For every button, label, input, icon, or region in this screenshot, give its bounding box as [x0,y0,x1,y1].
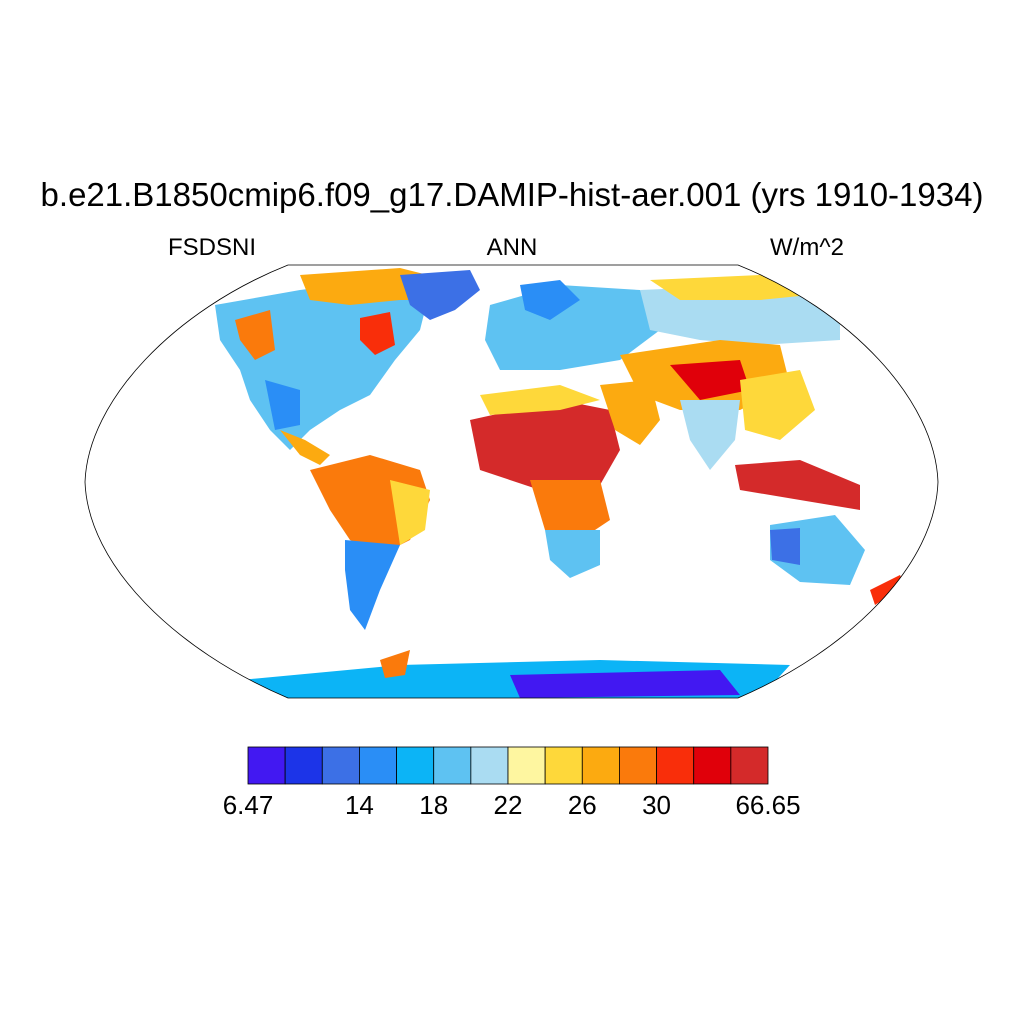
colorbar-swatch [470,746,509,785]
variable-label: FSDSNI [168,234,257,261]
hudson-region [360,312,395,355]
colorbar-swatch [507,746,546,785]
colorbar-tick-label: 66.65 [735,790,801,820]
colorbar-swatch [656,746,695,785]
colorbar-swatch [581,746,620,785]
australia-west-region [770,528,800,565]
colorbar-tick-label: 30 [642,790,672,820]
colorbar-tick-label: 22 [493,790,523,820]
colorbar-tick-label: 6.47 [222,790,274,820]
colorbar-swatch [693,746,732,785]
colorbar-tick-label: 26 [567,790,597,820]
colorbar-swatch [396,746,435,785]
land-fields [215,268,905,698]
south-america-south-region [345,540,400,630]
india-region [680,400,740,470]
africa-central-region [530,480,610,540]
sahara-region [470,400,620,490]
maritime-continent-region [735,460,860,510]
colorbar-swatch [730,746,769,785]
map-outline [84,264,939,699]
us-south-region [265,380,300,430]
colorbar-swatch [619,746,657,785]
colorbar-swatch [544,746,583,785]
colorbar-tick-label: 14 [344,790,374,820]
colorbar-swatch [359,746,397,785]
colorbar-swatch [433,746,472,785]
map-title: b.e21.B1850cmip6.f09_g17.DAMIP-hist-aer.… [40,176,984,213]
africa-south-region [545,530,600,578]
units-label: W/m^2 [770,234,844,261]
greenland-region [400,270,480,320]
scandinavia-region [520,280,580,320]
season-label: ANN [486,234,538,261]
siberia-north-region [650,275,840,300]
colorbar-swatch [284,746,323,785]
tibet-region [670,360,750,400]
colorbar-tick-label: 18 [419,790,449,820]
antarctic-peninsula-region [380,650,410,678]
china-east-region [740,370,815,440]
antarctica-interior-region [510,670,740,698]
colorbar-swatch [247,746,286,785]
north-africa-coast-region [480,385,600,415]
colorbar-swatch [321,746,360,785]
brazil-east-region [390,480,430,545]
central-america-region [280,430,330,465]
alaska-region [235,310,275,360]
